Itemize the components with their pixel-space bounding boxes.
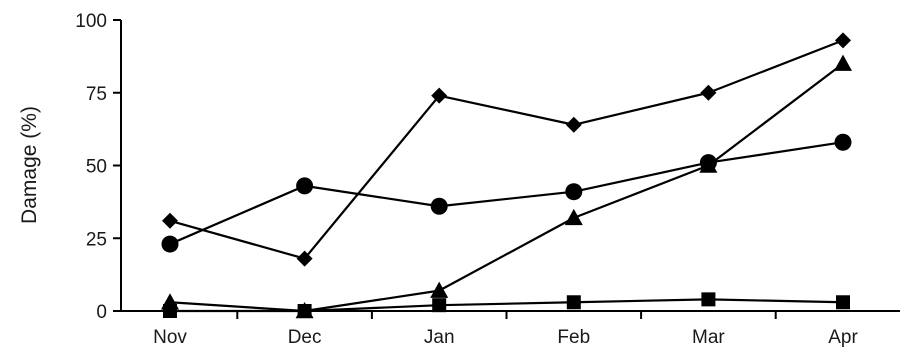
circle-marker [565,183,583,201]
triangle-marker [834,54,852,71]
diamond-marker [296,250,313,267]
diamond-marker [700,84,717,101]
circle-marker [430,197,448,215]
square-marker [163,304,177,318]
square-marker [432,298,447,313]
y-tick-label: 100 [75,11,107,32]
diamond-marker [835,32,851,49]
triangle-marker [699,156,718,173]
diamond-marker [162,212,178,229]
x-tick-label: Jan [424,327,455,348]
series-lines [169,39,844,313]
circle-marker [161,235,179,253]
x-tick-label: Mar [692,327,725,348]
series-line-triangle [169,62,844,313]
y-tick-label: 25 [86,229,107,250]
diamond-marker [565,116,582,133]
series-markers [161,32,852,319]
diamond-marker [431,87,448,104]
tick-labels: 0 25 50 75 100 Nov Dec Jan Feb Mar Apr [75,11,858,348]
triangle-marker [564,208,583,226]
y-tick-label: 0 [96,302,107,323]
y-tick-label: 50 [86,157,107,178]
y-axis-title: Damage (%) [18,106,41,224]
circle-marker [834,133,852,151]
triangle-marker [430,281,449,298]
circle-marker [296,177,314,195]
y-tick-label: 75 [86,84,107,105]
x-tick-label: Dec [288,327,322,348]
square-marker [566,295,581,310]
square-marker [297,304,312,318]
x-tick-label: Feb [557,327,590,348]
square-marker [701,292,716,307]
x-tick-label: Apr [828,327,858,348]
series-line-diamond [169,39,844,260]
series-line-circle [169,141,844,246]
x-tick-label: Nov [153,327,187,348]
series-line-square [170,298,844,313]
square-marker [836,295,850,310]
